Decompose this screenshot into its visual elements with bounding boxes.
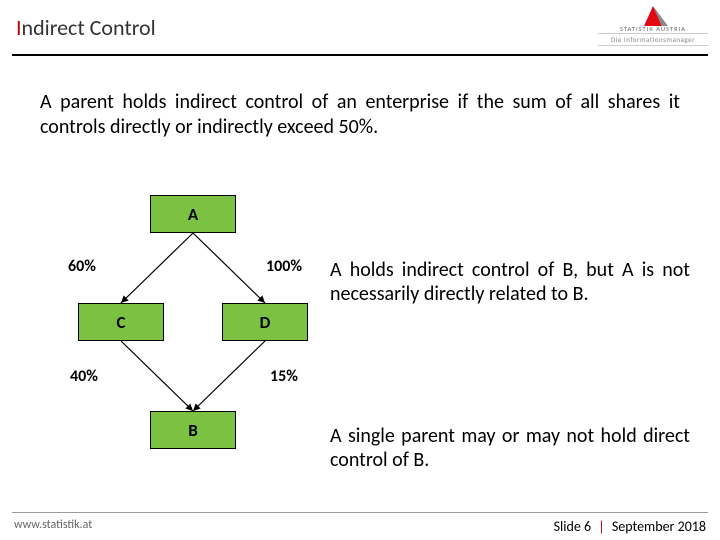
caption-2: A single parent may or may not hold dire… bbox=[330, 424, 690, 473]
node-c: C bbox=[78, 303, 164, 341]
header: Indirect Control STATISTIK AUSTRIA Die I… bbox=[12, 0, 708, 56]
page-title: Indirect Control bbox=[16, 14, 156, 41]
logo: STATISTIK AUSTRIA Die Informationsmanage… bbox=[598, 4, 708, 46]
slide-number: Slide 6 bbox=[554, 518, 591, 535]
caption-1: A holds indirect control of B, but A is … bbox=[330, 258, 690, 307]
logo-mark: STATISTIK AUSTRIA bbox=[598, 4, 708, 32]
ownership-diagram: A C D B 60% 100% 40% 15% bbox=[60, 195, 320, 475]
edge-label-d-b: 15% bbox=[270, 367, 298, 386]
title-rest: ndirect Control bbox=[22, 14, 156, 41]
logo-subtext: Die Informationsmanager bbox=[598, 33, 708, 46]
edge-label-a-d: 100% bbox=[266, 257, 302, 276]
node-b: B bbox=[150, 411, 236, 449]
footer-url: www.statistik.at bbox=[14, 518, 92, 532]
intro-paragraph: A parent holds indirect control of an en… bbox=[40, 90, 680, 140]
footer-slide-info: Slide 6 | September 2018 bbox=[554, 518, 706, 535]
node-a: A bbox=[150, 195, 236, 233]
edge-label-c-b: 40% bbox=[70, 367, 98, 386]
logo-text: STATISTIK AUSTRIA bbox=[620, 25, 686, 32]
edge-label-a-c: 60% bbox=[68, 257, 96, 276]
footer: www.statistik.at Slide 6 | September 201… bbox=[12, 512, 708, 540]
node-d: D bbox=[222, 303, 308, 341]
separator-icon: | bbox=[598, 518, 604, 535]
slide-date: September 2018 bbox=[612, 518, 706, 535]
